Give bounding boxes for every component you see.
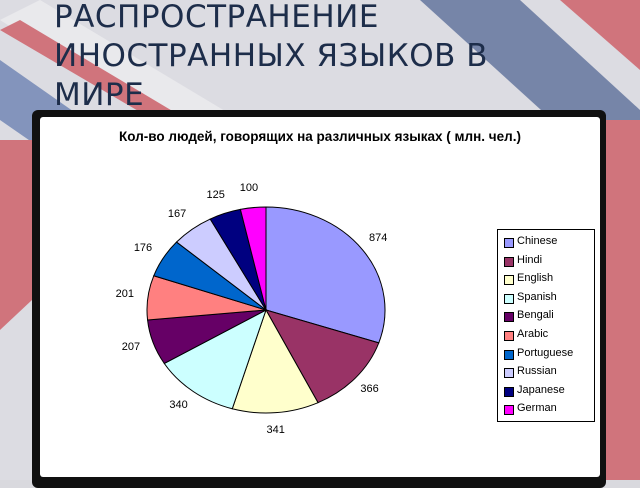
value-label-arabic: 201 (115, 288, 134, 301)
legend-label: Bengali (517, 309, 554, 322)
value-label-hindi: 366 (360, 383, 379, 396)
legend-label: Portuguese (517, 346, 574, 359)
legend-swatch (504, 331, 514, 341)
chart-title: Кол-во людей, говорящих на различных язы… (119, 129, 521, 144)
flag-corner-red (560, 0, 640, 70)
pie-slice-spanish (163, 308, 267, 410)
legend-swatch (504, 238, 514, 248)
slide-title: РАСПРОСТРАНЕНИЕ ИНОСТРАННЫХ ЯЗЫКОВ В МИР… (54, 0, 489, 113)
pie-slice-german (239, 206, 267, 311)
legend-label: Russian (517, 365, 557, 378)
legend-swatch (504, 256, 514, 267)
legend-swatch (504, 293, 514, 304)
legend-swatch (504, 386, 514, 397)
value-label-japanese: 125 (206, 188, 225, 201)
legend-swatch (504, 275, 514, 286)
legend-swatch (504, 312, 514, 323)
value-label-bengali: 207 (121, 341, 141, 354)
value-label-portuguese: 176 (133, 241, 153, 254)
chart-legend: Chinese Hindi English Spanish Bengali Arabic P… (497, 229, 595, 422)
pie-slice-chinese (265, 206, 386, 344)
legend-label: English (517, 272, 554, 285)
value-label-english: 341 (266, 424, 285, 437)
value-label-chinese: 874 (369, 232, 388, 245)
value-label-russian: 167 (167, 207, 187, 220)
legend-label: German (517, 402, 557, 415)
value-label-spanish: 340 (169, 399, 188, 412)
legend-label: Spanish (517, 290, 557, 303)
pie-chart (146, 206, 386, 414)
legend-label: Hindi (517, 253, 543, 266)
legend-swatch (504, 368, 514, 379)
legend-label: Chinese (517, 235, 558, 247)
flag-left-stripe (0, 140, 32, 330)
pie-slice-hindi (264, 309, 380, 404)
flag-side-stripe (606, 120, 640, 480)
legend-label: Arabic (517, 328, 549, 340)
legend-swatch (504, 349, 514, 360)
value-label-german: 100 (239, 182, 259, 195)
legend-label: Japanese (517, 383, 565, 396)
pie-slice-english (231, 308, 319, 414)
legend-swatch (504, 405, 514, 416)
